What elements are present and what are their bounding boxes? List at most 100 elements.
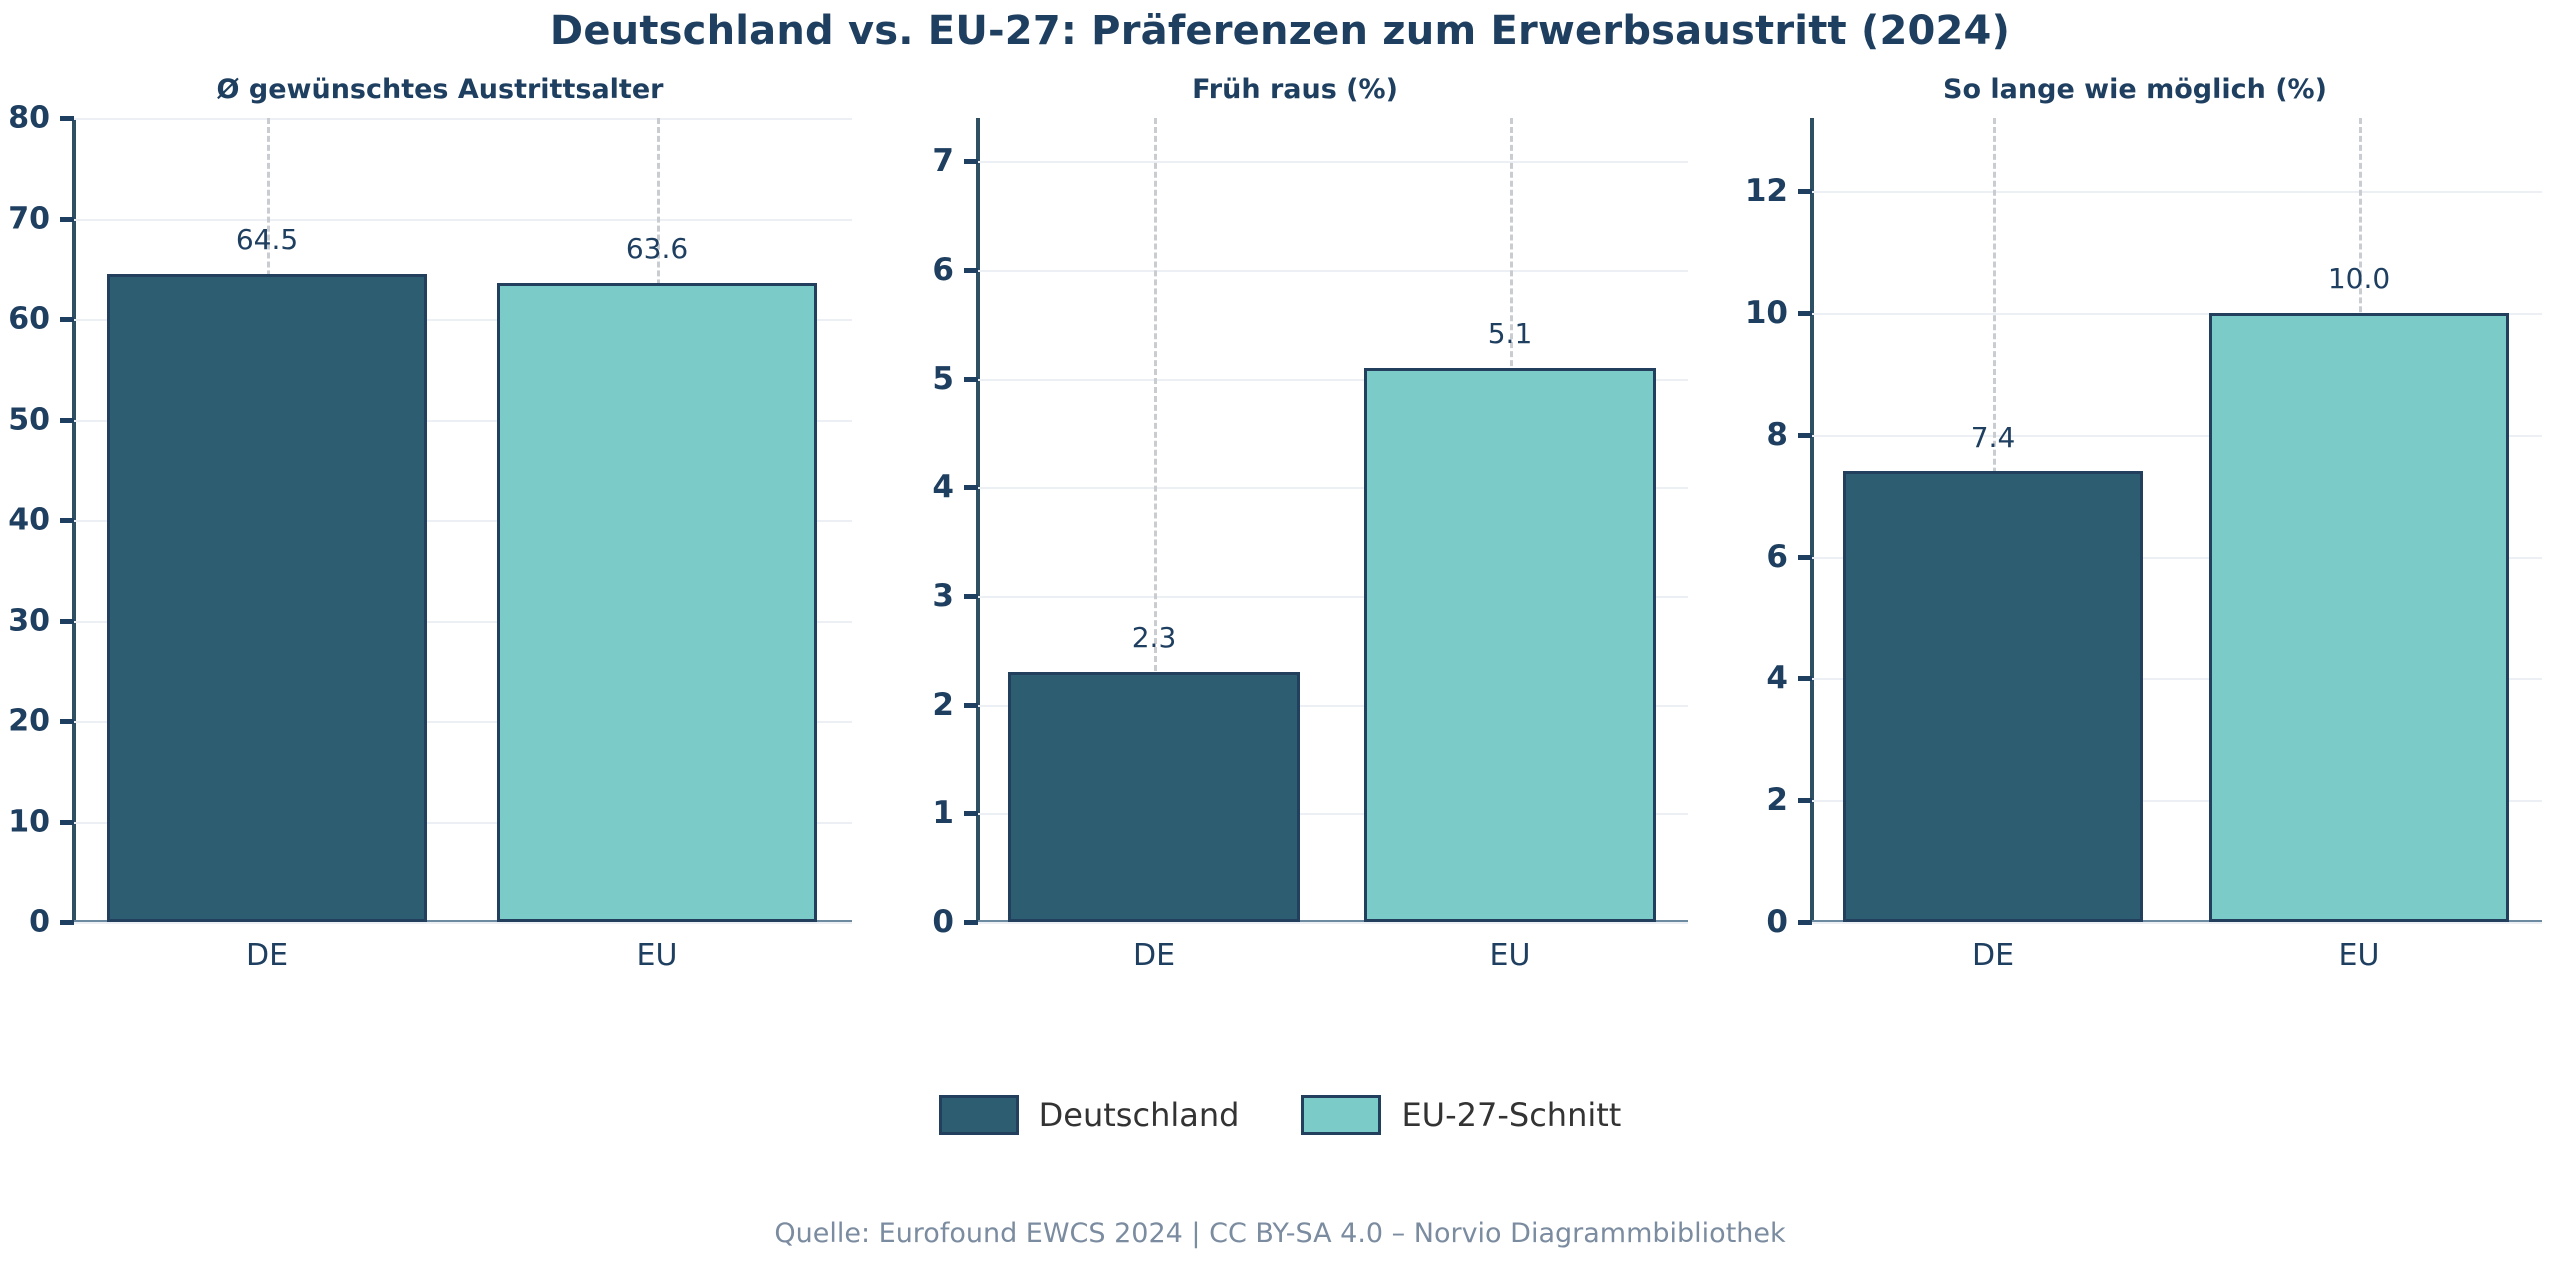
plot-area-2: 0 2 4 6 8 10 12 7.4 DE 10.0 EU — [1745, 118, 2542, 973]
y-tick-mark — [60, 618, 74, 624]
plot-area-1: 0 1 2 3 4 5 6 7 2.3 DE 5.1 EU — [932, 118, 1688, 973]
y-tick-label: 5 — [932, 360, 954, 397]
y-gridline — [72, 821, 852, 824]
y-tick-label: 6 — [932, 252, 954, 289]
y-gridline — [72, 922, 852, 924]
y-gridline — [1810, 191, 2542, 194]
y-tick-mark — [1798, 189, 1812, 195]
legend: Deutschland EU-27-Schnitt — [0, 1095, 2560, 1135]
y-tick-label: 10 — [1744, 294, 1788, 331]
y-tick-mark — [1798, 432, 1812, 438]
bar-eu[interactable] — [1364, 367, 1656, 922]
y-tick-mark — [964, 376, 978, 382]
y-tick-mark — [964, 485, 978, 491]
y-tick-label: 80 — [8, 100, 50, 136]
bar-value-label: 7.4 — [1970, 420, 2016, 454]
subplot-austrittsalter: Ø gewünschtes Austrittsalter 0 10 20 30 40 50… — [0, 70, 880, 1000]
y-tick-label: 2 — [1766, 782, 1788, 819]
y-tick-label: 3 — [932, 578, 954, 615]
y-tick-label: 60 — [8, 301, 50, 337]
y-tick-mark — [60, 116, 74, 121]
y-gridline — [72, 118, 852, 120]
y-tick-mark — [60, 518, 74, 523]
x-gridline — [1154, 118, 1157, 922]
y-gridline — [1810, 800, 2542, 803]
y-tick-label: 4 — [932, 469, 954, 506]
plot-area-0: 0 10 20 30 40 50 60 70 80 64.5 DE 63.6 EU — [8, 101, 852, 973]
y-axis-spine — [976, 118, 980, 922]
y-tick-mark — [964, 594, 978, 600]
legend-label: EU-27-Schnitt — [1401, 1096, 1622, 1134]
bar-value-label: 5.1 — [1487, 317, 1533, 351]
y-tick-mark — [60, 819, 74, 825]
y-tick-mark — [60, 920, 74, 925]
y-gridline — [1810, 922, 2542, 924]
bar-value-label: 63.6 — [625, 232, 689, 266]
x-tick-label: EU — [636, 938, 678, 973]
y-tick-mark — [60, 417, 74, 423]
legend-label: Deutschland — [1038, 1096, 1240, 1134]
y-gridline — [976, 704, 1688, 707]
y-tick-label: 7 — [932, 143, 954, 180]
x-tick-label: EU — [1489, 938, 1531, 973]
y-tick-mark — [1798, 554, 1812, 560]
legend-item-eu27[interactable]: EU-27-Schnitt — [1301, 1095, 1621, 1135]
bar-value-label: 2.3 — [1131, 621, 1177, 655]
x-tick-label: DE — [1132, 938, 1176, 973]
legend-swatch-icon — [938, 1095, 1019, 1135]
y-tick-label: 30 — [8, 603, 50, 638]
y-gridline — [1810, 556, 2542, 559]
y-gridline — [976, 270, 1688, 273]
y-gridline — [976, 378, 1688, 381]
y-tick-label: 2 — [932, 686, 954, 723]
y-gridline — [1810, 434, 2542, 437]
x-tick-label: DE — [1971, 938, 2015, 973]
subplot-row: Ø gewünschtes Austrittsalter 0 10 20 30 40 50… — [0, 70, 2560, 1000]
bar-value-label: 10.0 — [2327, 262, 2391, 296]
bar-eu[interactable] — [2208, 312, 2510, 922]
y-gridline — [72, 218, 852, 221]
subplot-title: Ø gewünschtes Austrittsalter — [216, 74, 664, 105]
y-tick-label: 10 — [8, 804, 50, 839]
y-tick-mark — [964, 811, 978, 817]
y-gridline — [72, 721, 852, 723]
y-tick-label: 12 — [1744, 173, 1788, 210]
y-tick-mark — [964, 920, 978, 925]
legend-item-deutschland[interactable]: Deutschland — [938, 1095, 1240, 1135]
y-axis-spine — [1810, 118, 1814, 922]
y-tick-mark — [964, 702, 978, 708]
y-tick-label: 20 — [8, 703, 50, 739]
subplot-title: So lange wie möglich (%) — [1943, 74, 2327, 105]
y-tick-label: 0 — [29, 904, 50, 940]
y-tick-label: 8 — [1766, 416, 1788, 453]
y-tick-label: 40 — [8, 502, 50, 538]
bar-de[interactable] — [1842, 471, 2144, 922]
y-tick-label: 0 — [932, 904, 954, 940]
bar-de[interactable] — [1008, 672, 1300, 922]
x-tick-label: DE — [245, 938, 289, 973]
y-tick-mark — [60, 216, 74, 222]
y-gridline — [72, 419, 852, 422]
y-tick-mark — [60, 317, 74, 322]
y-gridline — [976, 487, 1688, 490]
subplot-so-lange-wie-moeglich: So lange wie möglich (%) 0 2 4 6 8 10 12 7.4 DE 1… — [1710, 70, 2560, 1000]
y-gridline — [976, 161, 1688, 164]
y-gridline — [976, 813, 1688, 816]
y-tick-label: 0 — [1766, 904, 1788, 940]
x-tick-label: EU — [2338, 938, 2380, 973]
y-tick-label: 6 — [1766, 538, 1788, 575]
y-tick-mark — [1798, 676, 1812, 682]
y-gridline — [72, 520, 852, 522]
bar-value-label: 64.5 — [235, 223, 299, 257]
y-gridline — [1810, 312, 2542, 315]
legend-swatch-icon — [1301, 1095, 1382, 1135]
subplot-frueh-raus: Früh raus (%) 0 1 2 3 4 5 6 7 2.3 DE 5.1 EU — [880, 70, 1710, 1000]
y-tick-label: 70 — [8, 201, 50, 236]
bar-de[interactable] — [107, 273, 427, 922]
y-tick-mark — [964, 159, 978, 165]
figure-footer: Quelle: Eurofound EWCS 2024 | CC BY-SA 4… — [774, 1218, 1786, 1249]
y-tick-label: 4 — [1766, 660, 1788, 697]
bar-eu[interactable] — [497, 282, 817, 922]
y-tick-mark — [964, 268, 978, 274]
